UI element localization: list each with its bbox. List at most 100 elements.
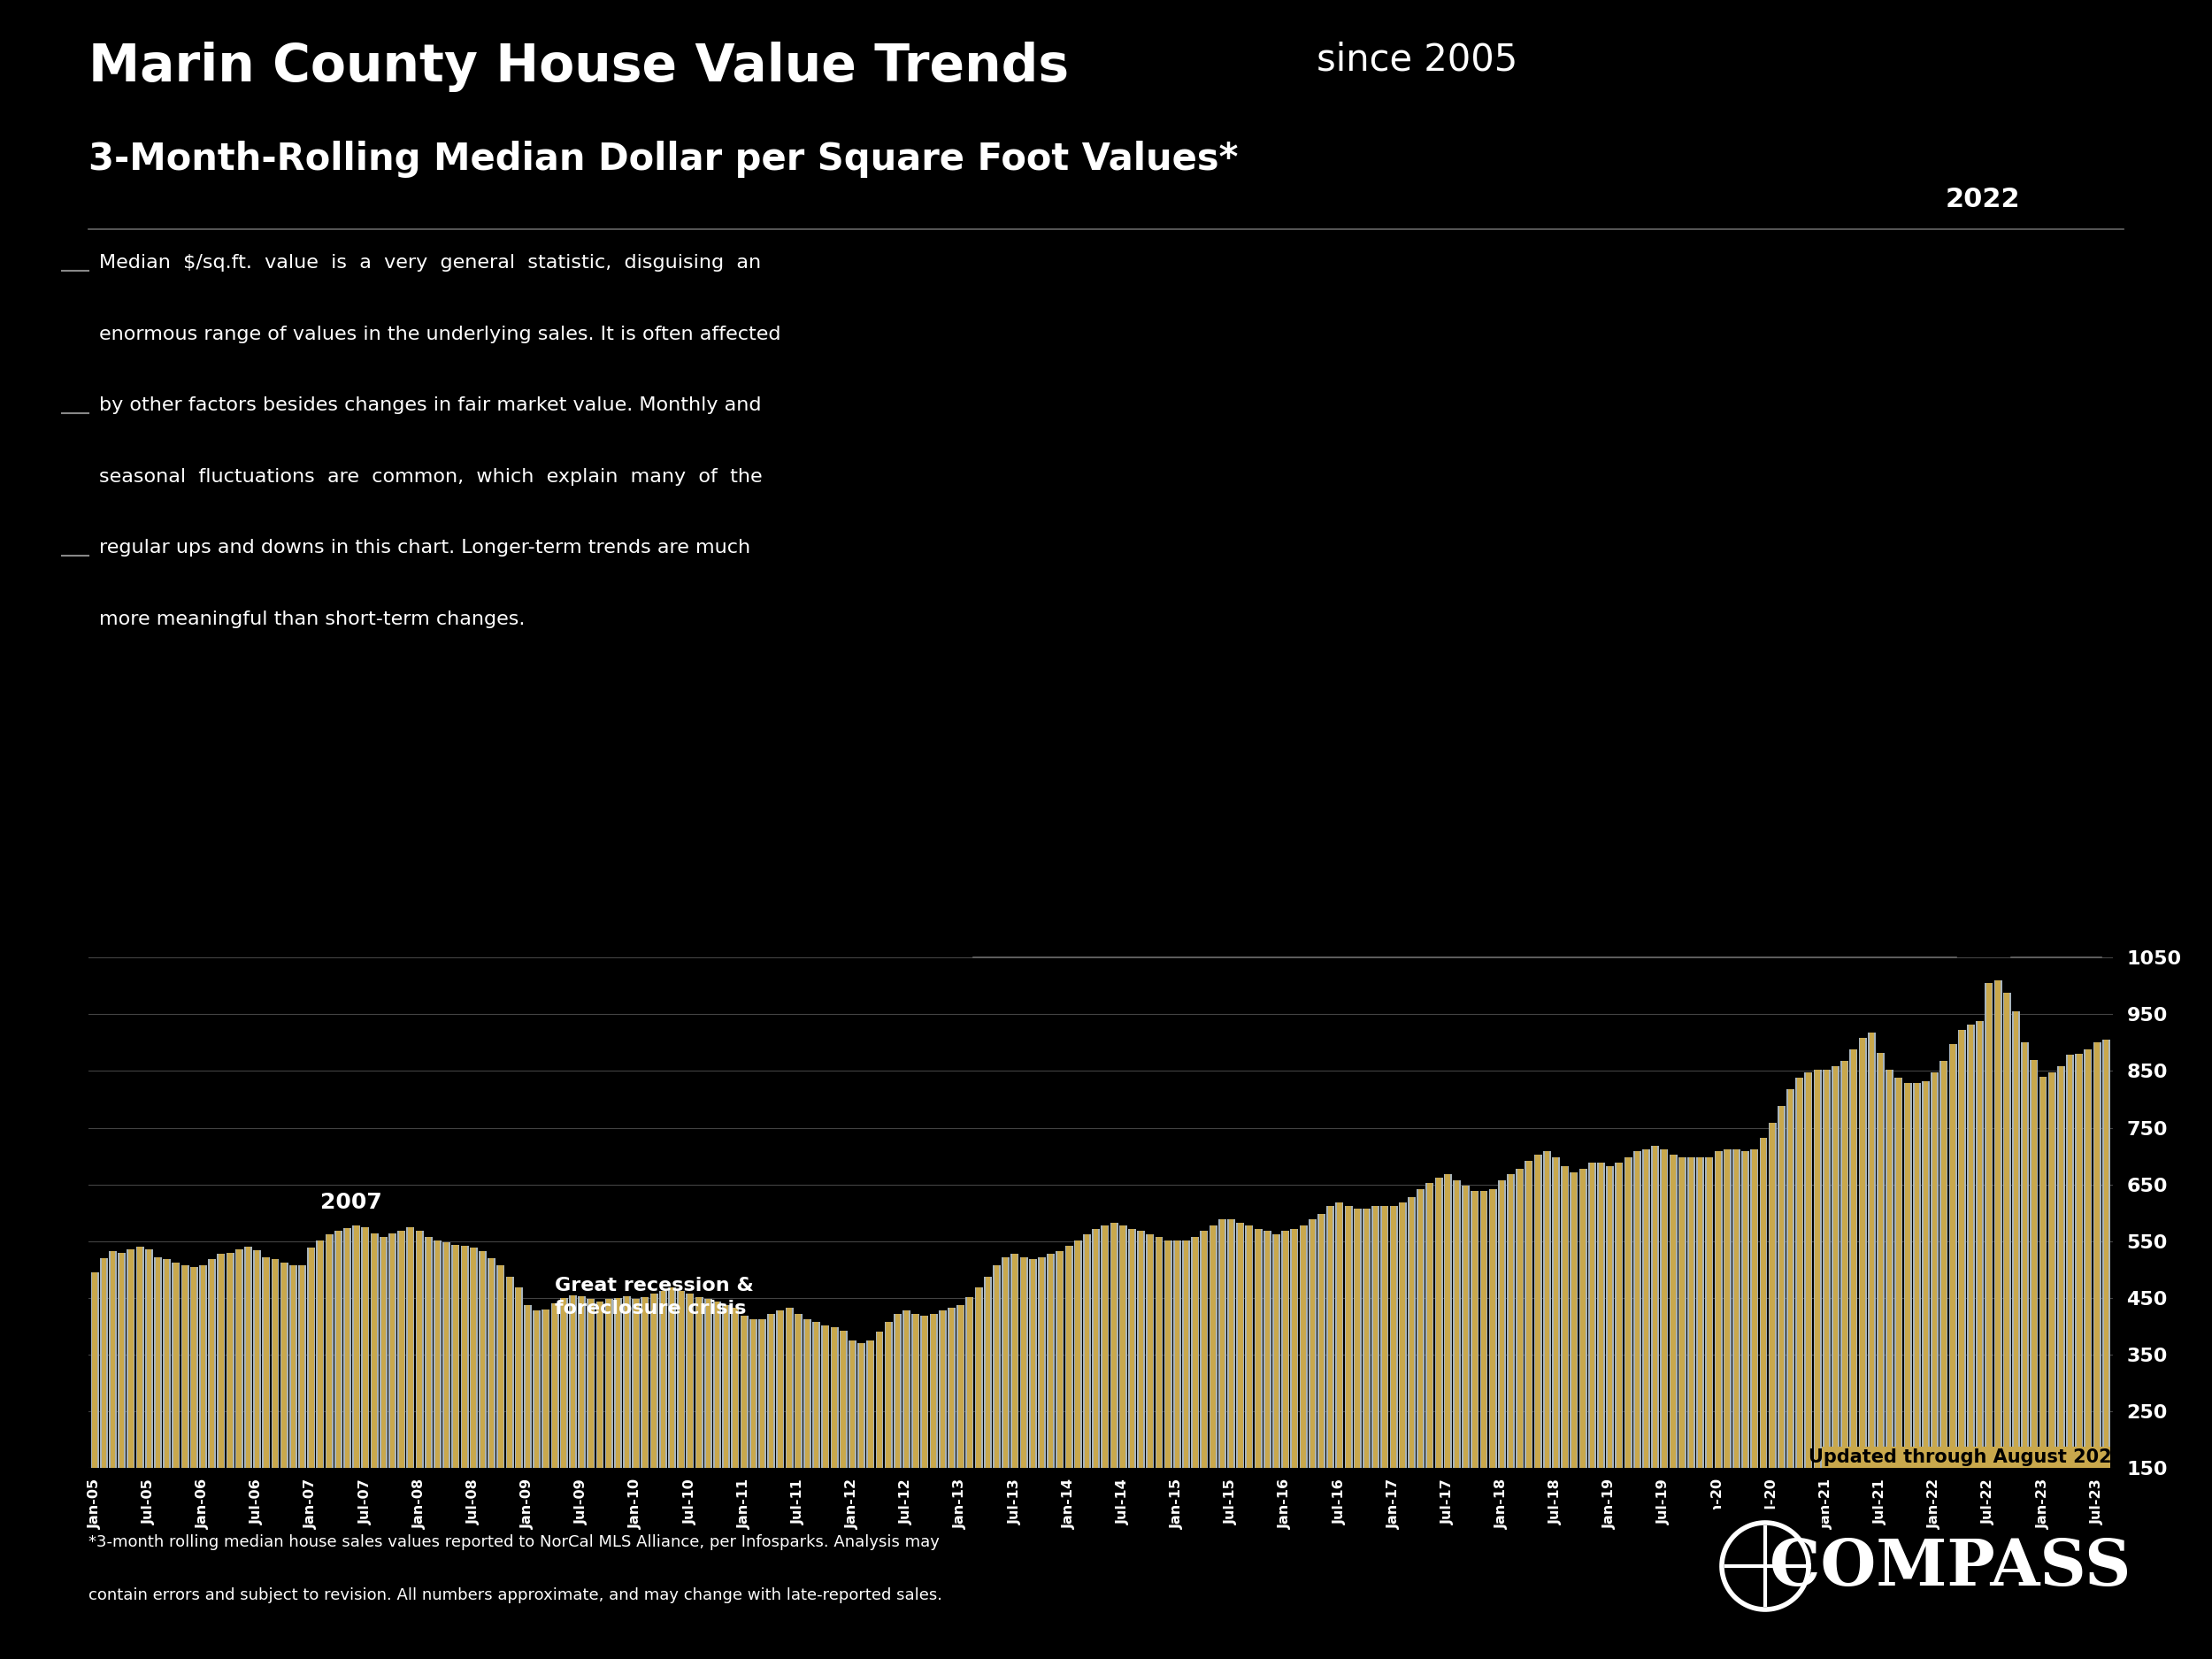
Bar — [436, 1239, 440, 1468]
Bar — [1913, 1083, 1920, 1468]
Bar — [2086, 1050, 2090, 1468]
Bar — [1248, 1226, 1252, 1468]
Bar — [984, 1276, 991, 1468]
Bar — [1354, 1208, 1363, 1468]
Bar — [849, 1340, 856, 1468]
Bar — [343, 1228, 352, 1468]
Bar — [911, 1314, 920, 1468]
Bar — [1075, 1239, 1079, 1468]
Bar — [993, 1266, 1000, 1468]
Bar — [1734, 1150, 1739, 1468]
Bar — [659, 1291, 668, 1468]
Bar — [290, 1266, 296, 1468]
Bar — [750, 1319, 757, 1468]
Bar — [967, 1297, 971, 1468]
Bar — [1048, 1254, 1053, 1468]
Bar — [922, 1316, 927, 1468]
Bar — [1418, 1190, 1422, 1468]
Bar — [1318, 1214, 1325, 1468]
Bar — [785, 1309, 794, 1468]
Bar — [697, 1297, 701, 1468]
Bar — [91, 1272, 100, 1468]
Bar — [1029, 1259, 1037, 1468]
Bar — [363, 1228, 367, 1468]
Bar — [2068, 1055, 2073, 1468]
Bar — [615, 1297, 622, 1468]
Bar — [714, 1302, 719, 1468]
Bar — [1166, 1239, 1170, 1468]
Bar — [164, 1259, 170, 1468]
Bar — [571, 1296, 575, 1468]
Bar — [905, 1311, 909, 1468]
Text: enormous range of values in the underlying sales. It is often affected: enormous range of values in the underlyi… — [100, 325, 781, 343]
Bar — [553, 1304, 557, 1468]
Bar — [938, 1311, 947, 1468]
Bar — [1905, 1083, 1911, 1468]
Bar — [1732, 1150, 1741, 1468]
Bar — [984, 1276, 991, 1468]
Bar — [1526, 1161, 1531, 1468]
Bar — [1590, 1163, 1595, 1468]
Bar — [902, 1311, 911, 1468]
Bar — [398, 1231, 405, 1468]
Bar — [146, 1249, 153, 1468]
Bar — [1582, 1168, 1586, 1468]
Bar — [1942, 1060, 1947, 1468]
Bar — [1922, 1082, 1929, 1468]
Bar — [1389, 1206, 1398, 1468]
Bar — [1562, 1166, 1568, 1468]
Bar — [319, 1239, 323, 1468]
Bar — [1778, 1107, 1783, 1468]
Bar — [867, 1340, 874, 1468]
Bar — [597, 1302, 602, 1468]
Bar — [1805, 1072, 1812, 1468]
Bar — [128, 1249, 133, 1468]
Bar — [1860, 1039, 1865, 1468]
Bar — [1759, 1138, 1767, 1468]
Bar — [173, 1262, 179, 1468]
Bar — [1093, 1229, 1099, 1468]
Bar — [164, 1259, 170, 1468]
Bar — [1084, 1234, 1088, 1468]
Bar — [876, 1332, 883, 1468]
Bar — [301, 1266, 305, 1468]
Bar — [2039, 1077, 2046, 1468]
Bar — [1183, 1239, 1188, 1468]
Bar — [776, 1311, 785, 1468]
Bar — [1506, 1175, 1515, 1468]
Bar — [1661, 1150, 1666, 1468]
Bar — [210, 1259, 215, 1468]
Bar — [604, 1299, 613, 1468]
Bar — [830, 1327, 838, 1468]
Bar — [507, 1276, 513, 1468]
Bar — [480, 1251, 484, 1468]
Bar — [1471, 1191, 1480, 1468]
Bar — [650, 1294, 657, 1468]
Bar — [867, 1340, 874, 1468]
Bar — [1121, 1226, 1126, 1468]
Bar — [1958, 1030, 1966, 1468]
Bar — [524, 1304, 531, 1468]
Bar — [841, 1331, 845, 1468]
Bar — [1155, 1236, 1164, 1468]
Bar — [1708, 1158, 1712, 1468]
Bar — [1723, 1150, 1732, 1468]
Bar — [633, 1299, 639, 1468]
Bar — [1878, 1053, 1882, 1468]
Bar — [741, 1316, 748, 1468]
Bar — [181, 1266, 188, 1468]
Bar — [1489, 1190, 1498, 1468]
Bar — [1509, 1175, 1513, 1468]
Bar — [703, 1299, 712, 1468]
Bar — [1310, 1219, 1316, 1468]
Bar — [1464, 1186, 1469, 1468]
Bar — [2101, 1040, 2110, 1468]
Bar — [741, 1316, 748, 1468]
Bar — [544, 1309, 549, 1468]
Bar — [407, 1228, 414, 1468]
Bar — [615, 1297, 619, 1468]
Bar — [126, 1249, 135, 1468]
Bar — [1175, 1239, 1179, 1468]
Bar — [237, 1249, 241, 1468]
Bar — [226, 1253, 234, 1468]
